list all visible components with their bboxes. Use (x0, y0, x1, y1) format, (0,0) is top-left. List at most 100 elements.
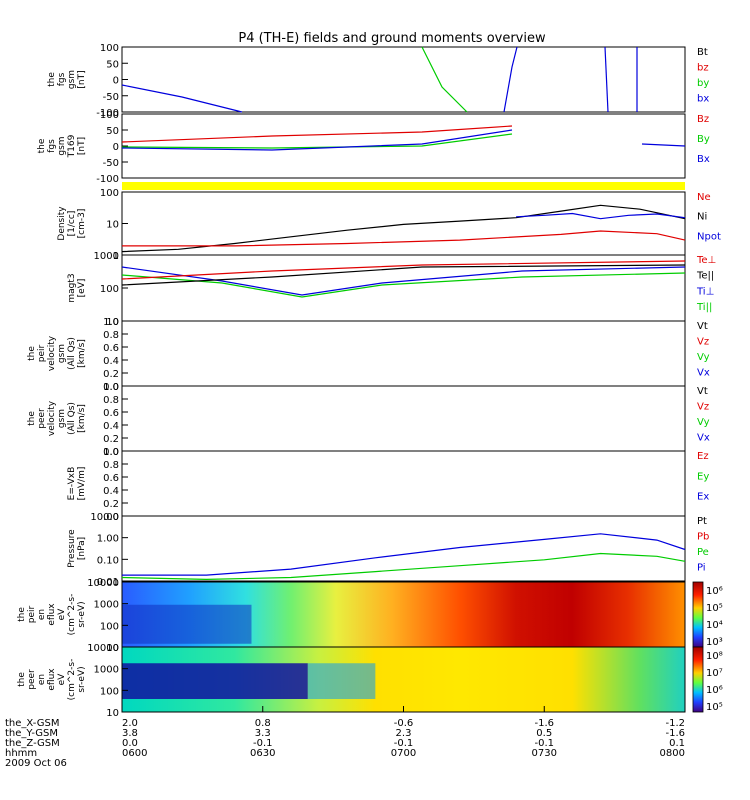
y-tick-label: 0.2 (103, 369, 119, 380)
x-row-label: hhmm (5, 748, 37, 759)
y-tick-label: 1.00 (97, 534, 119, 545)
y-axis-label: the (37, 138, 47, 153)
x-tick-label: -1.6 (665, 728, 685, 739)
y-tick-label: 0.8 (103, 460, 119, 471)
legend-Ti||: Ti|| (696, 302, 712, 313)
electron-low-energy-band (122, 663, 308, 699)
legend-Pi: Pi (697, 562, 706, 573)
y-tick-label: 0.8 (103, 330, 119, 341)
y-axis-label: (cm^2-s- (67, 594, 77, 636)
y-axis-label: velocity (47, 400, 57, 436)
y-axis-label: fgs (47, 139, 57, 153)
legend-Vy: Vy (697, 352, 710, 363)
x-tick-label: 0.8 (255, 718, 271, 729)
panel-fgs: 100 50 0 -50 -100 the fgs gsm [nT] Bt bz by bx (47, 43, 709, 119)
legend-Ne: Ne (697, 192, 711, 203)
y-tick-label: 10.00 (90, 512, 119, 523)
y-axis-label: (cm^2-s- (67, 659, 77, 701)
y-tick-label: 0.8 (103, 395, 119, 406)
y-tick-label: 0.2 (103, 499, 119, 510)
y-axis-label: [mV/m] (77, 467, 87, 501)
legend-Ni: Ni (697, 212, 707, 223)
y-tick-label: 0 (113, 142, 119, 153)
y-tick-label: 0.4 (103, 356, 119, 367)
colorbar-label: 10⁶ (706, 685, 723, 696)
y-axis-label: gsm (57, 409, 67, 428)
colorbar-label: 10³ (706, 637, 723, 648)
x-tick-label: 3.3 (255, 728, 271, 739)
y-axis-label: the (27, 346, 37, 361)
y-tick-label: 0.6 (103, 473, 119, 484)
flag-strip (122, 182, 685, 190)
legend-Te||: Te|| (696, 271, 714, 282)
x-tick-label: 0600 (122, 748, 147, 759)
y-axis-label: [km/s] (77, 339, 87, 368)
y-axis-label: Density (57, 206, 67, 241)
fgs-by-trace (421, 46, 468, 113)
y-tick-label: 1000 (94, 251, 119, 262)
figure-title: P4 (TH-E) fields and ground moments over… (238, 31, 546, 46)
y-tick-label: 1 (113, 251, 119, 262)
y-axis-label: T169 (67, 134, 77, 158)
y-tick-label: 10000 (87, 643, 119, 654)
x-tick-label: -0.6 (394, 718, 414, 729)
x-tick-label: -0.1 (253, 738, 273, 749)
x-tick-label: -0.1 (534, 738, 554, 749)
x-tick-label: 0700 (391, 748, 416, 759)
fgs-bx-trace-2 (503, 46, 518, 113)
x-row-label: the_X-GSM (5, 718, 59, 729)
panel-pressure: 10.00 1.00 0.10 0.01 Pressure [nPa] Pt Pb Pe Pi (67, 512, 709, 588)
y-axis-label: the (47, 72, 57, 87)
x-row-label: the_Z-GSM (5, 738, 60, 749)
y-tick-label: 1000 (94, 665, 119, 676)
colorbar-label: 10⁴ (706, 620, 723, 631)
y-tick-label: 10 (106, 643, 119, 654)
pressure-series-Pi (122, 533, 686, 576)
y-axis-label: [nPa] (77, 537, 87, 560)
x-tick-label: 2.0 (122, 718, 138, 729)
x-tick-label: 0.1 (669, 738, 685, 749)
x-tick-label: 0800 (660, 748, 685, 759)
legend-Vt: Vt (697, 321, 708, 332)
y-tick-label: 100 (100, 188, 119, 199)
legend-Te⊥: Te⊥ (696, 255, 716, 266)
colorbar-label: 10⁸ (706, 651, 723, 662)
ion-low-energy-band (122, 604, 252, 644)
legend-Bt: Bt (697, 47, 708, 58)
y-axis-label: [km/s] (77, 404, 87, 433)
y-axis-label: peir (27, 605, 37, 623)
x-tick-label: 0.0 (122, 738, 138, 749)
temp-ti-perp-trace (121, 266, 686, 296)
y-axis-label: E=-VxB (67, 467, 77, 501)
panel-electron-spectrogram: 10000 1000 100 10 the peer en eflux eV (cm^2-s-sr… (17, 643, 723, 719)
x-tick-label: 2.3 (396, 728, 412, 739)
fgs-bx-trace (121, 84, 243, 113)
y-tick-label: 0.01 (97, 577, 119, 588)
legend-Vz: Vz (697, 336, 709, 347)
panel-frame (121, 254, 686, 322)
panel-ion-spectrogram: 10000 1000 100 10 the peir en eflux eV (cm^2-s-sr… (17, 578, 723, 654)
legend-bz: bz (697, 62, 709, 73)
y-axis-label: en (37, 609, 47, 620)
panel-frame (121, 515, 686, 582)
legend-Vy: Vy (697, 417, 710, 428)
y-tick-label: 100 (100, 284, 119, 295)
y-axis-label: eflux (47, 668, 57, 691)
y-axis-label: [nT] (77, 70, 87, 88)
x-tick-label: 3.8 (122, 728, 138, 739)
y-tick-label: 100 (100, 110, 119, 121)
pressure-traces (121, 533, 686, 581)
pressure-series-Pe (121, 552, 686, 581)
y-tick-label: 0.10 (97, 555, 119, 566)
y-tick-label: 100 (100, 621, 119, 632)
y-tick-label: 0.6 (103, 408, 119, 419)
panel-frame (121, 385, 686, 452)
electron-transition-band (307, 663, 376, 699)
y-axis-label: eflux (47, 603, 57, 626)
y-axis-label: fgs (57, 72, 67, 86)
x-tick-label: 0730 (532, 748, 557, 759)
x-tick-label: -0.1 (394, 738, 414, 749)
y-tick-label: -100 (96, 174, 119, 185)
legend-Ti⊥: Ti⊥ (696, 286, 714, 297)
